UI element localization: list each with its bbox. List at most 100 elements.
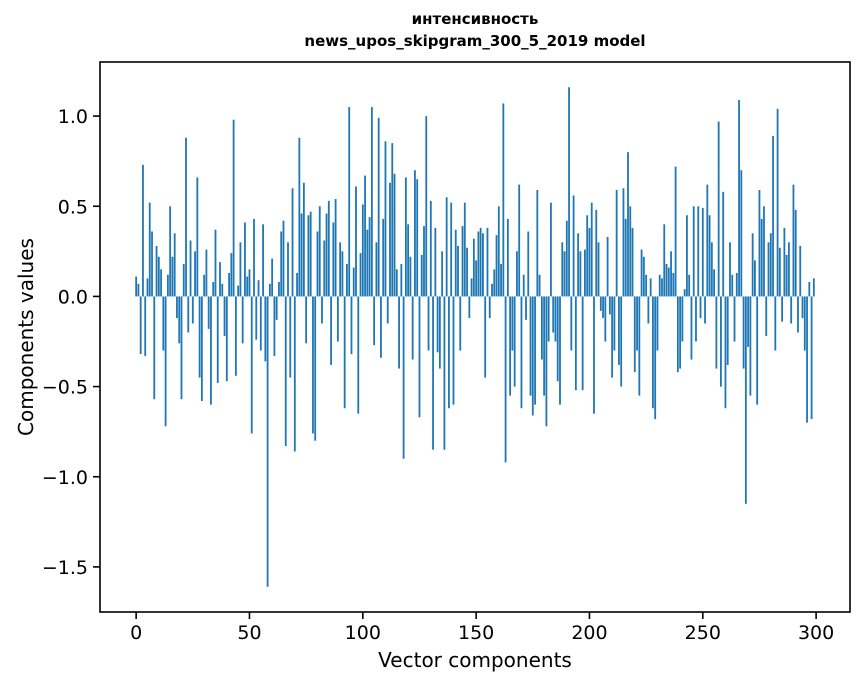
bar <box>633 296 636 373</box>
bar <box>681 296 684 342</box>
bar <box>733 296 736 342</box>
bar <box>282 220 285 297</box>
bar <box>622 188 625 297</box>
bar <box>570 296 573 351</box>
bar <box>200 296 203 402</box>
bar <box>545 296 548 427</box>
bar <box>513 296 516 387</box>
bar <box>142 164 144 297</box>
bar <box>155 245 158 297</box>
bar <box>729 242 731 297</box>
bar <box>676 296 679 373</box>
bar <box>531 296 534 416</box>
bar <box>538 274 541 297</box>
plot-spines <box>99 61 851 613</box>
bar <box>364 175 366 297</box>
bar <box>137 283 140 297</box>
bar <box>500 263 502 297</box>
bar <box>717 121 720 297</box>
bar <box>778 247 781 297</box>
bar <box>291 188 294 297</box>
bar <box>139 296 142 355</box>
bar <box>776 108 779 297</box>
bar <box>146 278 149 297</box>
bar <box>751 233 754 297</box>
bar <box>484 296 487 378</box>
bar <box>423 226 425 297</box>
bar <box>314 296 317 441</box>
y-tick-label: −1.5 <box>42 557 88 579</box>
bar <box>178 296 181 344</box>
bar <box>441 251 444 297</box>
bar <box>803 296 806 351</box>
bar <box>620 296 623 387</box>
bar <box>400 263 403 297</box>
bar <box>663 224 666 297</box>
bar <box>618 296 620 365</box>
bar <box>210 296 212 405</box>
bar <box>241 296 244 344</box>
bar <box>735 272 738 297</box>
bar <box>309 211 312 297</box>
bar <box>135 276 138 297</box>
bar <box>275 296 278 320</box>
bar <box>665 263 668 297</box>
bar <box>323 240 326 297</box>
bar <box>203 274 206 297</box>
bar <box>534 296 536 405</box>
bar <box>330 296 332 365</box>
y-tick-label: 0.5 <box>58 196 88 218</box>
bar <box>352 267 355 297</box>
bar <box>461 226 464 297</box>
bar <box>715 296 718 369</box>
bar <box>448 296 450 409</box>
bar <box>667 267 670 297</box>
bar <box>495 235 498 297</box>
bar <box>536 190 539 297</box>
bar <box>581 296 584 391</box>
bar <box>527 231 530 297</box>
bar <box>355 186 357 297</box>
bar <box>645 274 648 297</box>
bar <box>788 242 790 297</box>
bar <box>636 296 638 351</box>
bar <box>654 296 657 420</box>
bar <box>738 99 740 297</box>
bar <box>629 206 632 297</box>
bar <box>316 231 319 297</box>
bar <box>162 296 165 351</box>
bar <box>280 231 283 297</box>
bar <box>565 220 568 297</box>
bar <box>731 274 734 297</box>
bar <box>561 242 564 297</box>
bar <box>559 296 561 405</box>
bar <box>606 236 609 297</box>
bar <box>246 276 249 297</box>
bar <box>468 296 471 319</box>
bar <box>450 202 453 297</box>
bar <box>722 191 725 297</box>
bar <box>463 202 466 297</box>
bar <box>312 296 314 434</box>
bar <box>470 278 473 297</box>
bar <box>350 296 353 355</box>
bar <box>255 296 258 340</box>
bar <box>273 296 276 356</box>
bar <box>432 296 434 450</box>
bar <box>409 256 412 297</box>
bar <box>214 229 217 297</box>
bar <box>642 256 645 297</box>
bar <box>640 249 643 297</box>
bar <box>683 289 686 297</box>
bar <box>584 249 586 297</box>
bar <box>806 296 808 423</box>
bar <box>799 245 802 297</box>
bar <box>336 296 339 342</box>
bar <box>491 283 493 297</box>
bar <box>445 197 448 297</box>
y-tick-label: 1.0 <box>58 106 88 128</box>
bar <box>502 103 505 297</box>
bar <box>377 117 380 297</box>
bar <box>756 296 759 405</box>
